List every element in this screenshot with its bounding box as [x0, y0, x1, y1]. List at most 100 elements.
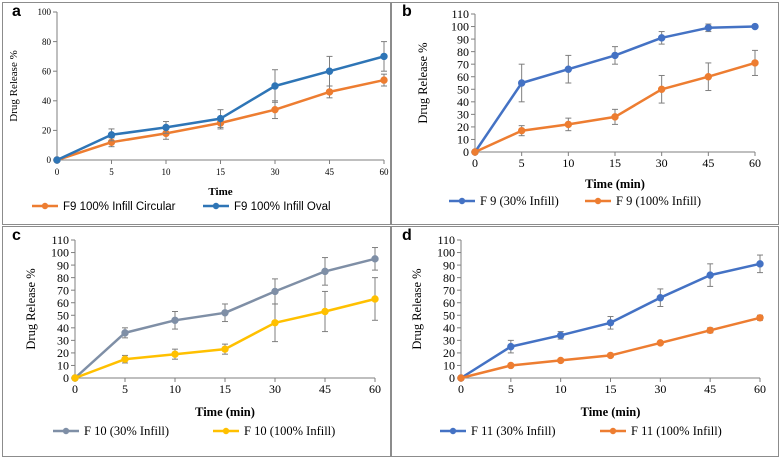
x-tick-label: 30: [269, 382, 281, 396]
legend-swatch-marker: [62, 427, 70, 435]
y-tick-label: 110: [437, 233, 455, 247]
y-tick-label: 0: [63, 371, 69, 385]
legend-swatch-marker: [449, 427, 457, 435]
data-point: [611, 51, 619, 60]
x-axis-label: Time (min): [585, 177, 645, 191]
legend-swatch-marker: [458, 197, 466, 205]
legend-label: F 10 (100% Infill): [244, 424, 335, 438]
x-tick-label: 45: [319, 382, 331, 396]
data-point: [321, 267, 329, 276]
y-tick-label: 10: [457, 133, 469, 147]
data-point: [221, 309, 229, 317]
legend-label: F 11 (30% Infill): [471, 424, 556, 438]
data-point: [271, 82, 279, 90]
y-tick-label: 60: [457, 70, 469, 84]
legend-label: F9 100% Infill Oval: [234, 201, 331, 213]
panel-border: [2, 2, 391, 225]
y-tick-label: 10: [57, 359, 69, 373]
y-axis-label: Drug Release %: [410, 268, 424, 349]
y-tick-label: 0: [47, 155, 52, 165]
x-tick-label: 15: [605, 382, 617, 396]
y-tick-label: 20: [57, 346, 69, 360]
data-point: [751, 22, 759, 31]
x-tick-label: 60: [754, 382, 766, 396]
data-point: [471, 148, 479, 156]
x-tick-label: 45: [702, 156, 714, 170]
data-point: [706, 271, 714, 279]
data-point: [507, 342, 515, 351]
data-point: [457, 374, 465, 382]
legend-entry: F9 100% Infill Circular: [32, 201, 176, 213]
panel-letter: d: [402, 227, 412, 244]
x-tick-label: 5: [508, 382, 514, 396]
data-point: [53, 156, 61, 164]
y-tick-label: 80: [42, 37, 52, 47]
y-tick-label: 0: [449, 371, 455, 385]
data-point: [162, 123, 170, 132]
data-point: [756, 314, 764, 322]
y-tick-label: 90: [57, 258, 69, 272]
legend-swatch-marker: [212, 202, 220, 210]
series-1: [71, 247, 379, 382]
data-point: [507, 361, 515, 370]
panel-letter: a: [12, 3, 21, 20]
data-point: [704, 24, 713, 32]
x-tick-label: 5: [122, 382, 128, 396]
y-tick-label: 30: [457, 108, 469, 122]
panel-letter: b: [402, 3, 412, 20]
x-tick-label: 0: [458, 382, 464, 396]
legend-entry: F 10 (100% Infill): [213, 424, 335, 438]
data-point: [606, 351, 615, 360]
y-tick-label: 0: [463, 145, 469, 159]
data-point: [517, 79, 526, 87]
y-tick-label: 90: [443, 258, 455, 272]
data-point: [71, 374, 79, 382]
y-axis-label: Drug Release %: [8, 50, 20, 121]
y-tick-label: 90: [457, 32, 469, 46]
legend-swatch-marker: [594, 197, 602, 205]
y-tick-label: 70: [57, 283, 69, 297]
y-tick-label: 110: [451, 7, 469, 21]
legend-label: F 9 (100% Infill): [616, 194, 701, 208]
panel-border: [391, 226, 779, 457]
legend-entry: F 11 (30% Infill): [440, 424, 556, 438]
data-point: [121, 329, 129, 337]
x-tick-label: 45: [704, 382, 716, 396]
data-point: [371, 295, 379, 303]
y-tick-label: 80: [443, 271, 455, 285]
series-2: [457, 314, 764, 382]
y-tick-label: 20: [457, 120, 469, 134]
data-point: [321, 307, 329, 316]
y-tick-label: 40: [42, 96, 52, 106]
y-tick-label: 60: [57, 296, 69, 310]
y-tick-label: 40: [57, 321, 69, 335]
series-2: [71, 277, 379, 382]
series-2: [53, 41, 388, 164]
y-tick-label: 50: [443, 308, 455, 322]
data-point: [704, 73, 713, 81]
x-axis-label: Time (min): [581, 405, 641, 419]
y-tick-label: 50: [457, 82, 469, 96]
data-point: [556, 356, 565, 365]
legend-entry: F 9 (30% Infill): [449, 194, 559, 208]
x-tick-label: 45: [325, 167, 335, 177]
y-tick-label: 30: [57, 334, 69, 348]
data-point: [756, 260, 764, 268]
data-point: [606, 319, 615, 327]
data-point: [380, 52, 388, 61]
legend-label: F9 100% Infill Circular: [63, 201, 176, 213]
x-tick-label: 0: [472, 156, 478, 170]
legend-swatch-marker: [609, 427, 617, 435]
legend-entry: F 11 (100% Infill): [600, 424, 722, 438]
legend-entry: F 10 (30% Infill): [53, 424, 169, 438]
data-point: [271, 319, 279, 327]
x-tick-label: 10: [562, 156, 574, 170]
data-point: [657, 34, 666, 42]
legend-label: F 9 (30% Infill): [480, 194, 559, 208]
y-tick-label: 10: [443, 359, 455, 373]
series-line: [474, 61, 756, 154]
data-point: [171, 350, 179, 358]
